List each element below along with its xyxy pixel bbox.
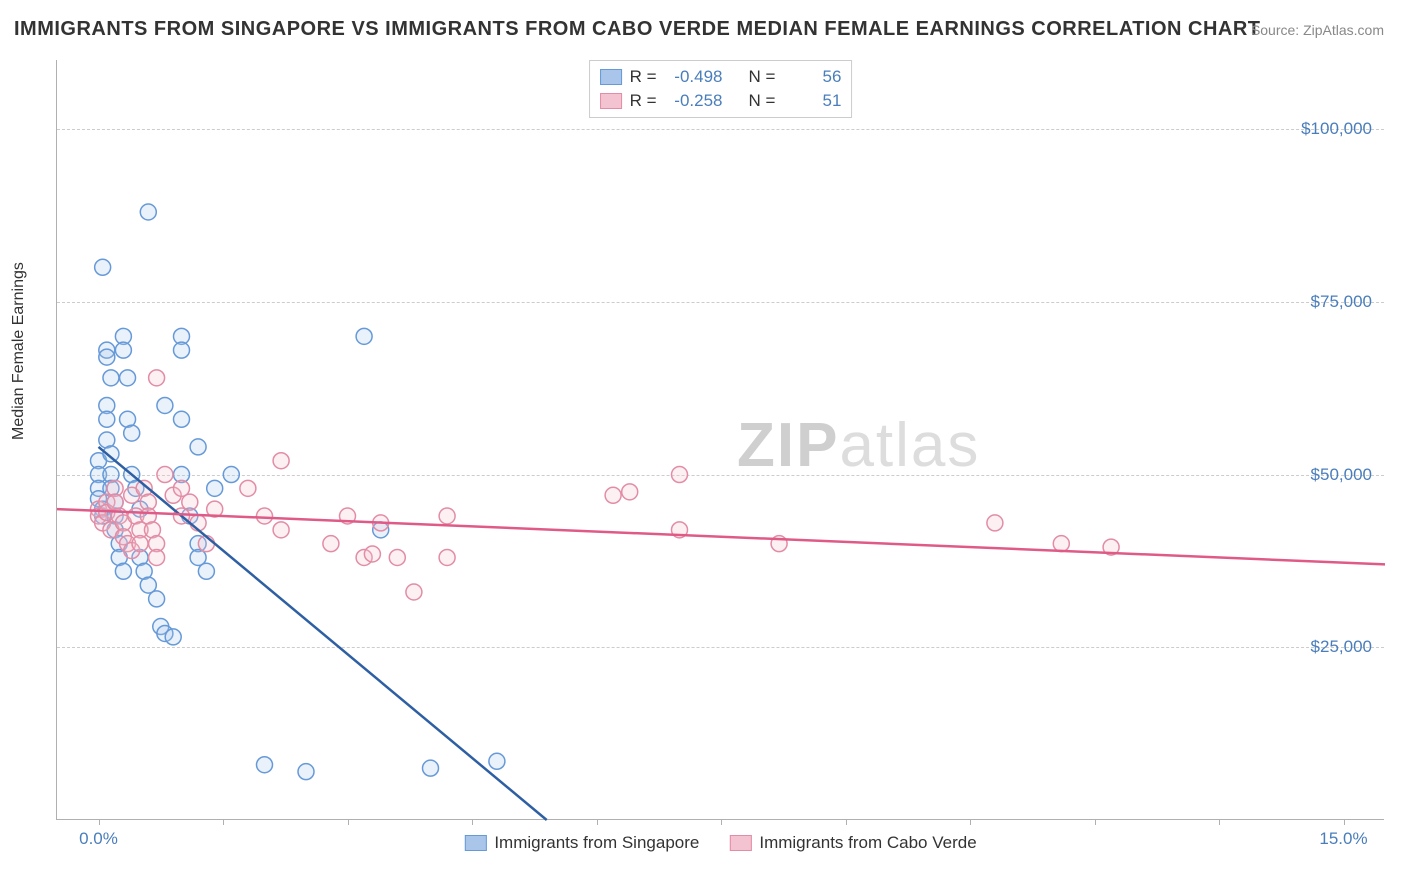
legend-label-2: Immigrants from Cabo Verde <box>759 833 976 853</box>
x-tick-label: 15.0% <box>1319 829 1367 849</box>
r-label-2: R = <box>630 89 657 113</box>
legend-label-1: Immigrants from Singapore <box>494 833 699 853</box>
n-label-2: N = <box>749 89 776 113</box>
legend-swatch-2 <box>600 93 622 109</box>
y-axis-label: Median Female Earnings <box>10 262 28 440</box>
n-label-1: N = <box>749 65 776 89</box>
legend-swatch-bottom-2 <box>729 835 751 851</box>
r-value-2: -0.258 <box>665 89 723 113</box>
chart-title: IMMIGRANTS FROM SINGAPORE VS IMMIGRANTS … <box>14 18 1261 41</box>
n-value-1: 56 <box>783 65 841 89</box>
x-tick-label: 0.0% <box>79 829 118 849</box>
legend-swatch-bottom-1 <box>464 835 486 851</box>
n-value-2: 51 <box>783 89 841 113</box>
chart-svg <box>57 60 1384 819</box>
legend-stats-box: R = -0.498 N = 56 R = -0.258 N = 51 <box>589 60 853 118</box>
r-value-1: -0.498 <box>665 65 723 89</box>
r-label-1: R = <box>630 65 657 89</box>
legend-item-2: Immigrants from Cabo Verde <box>729 833 976 853</box>
legend-row-1: R = -0.498 N = 56 <box>600 65 842 89</box>
legend-row-2: R = -0.258 N = 51 <box>600 89 842 113</box>
legend-item-1: Immigrants from Singapore <box>464 833 699 853</box>
bottom-legend: Immigrants from Singapore Immigrants fro… <box>464 833 976 853</box>
legend-swatch-1 <box>600 69 622 85</box>
source-label: Source: ZipAtlas.com <box>1251 22 1384 38</box>
plot-area: ZIPatlas $25,000$50,000$75,000$100,000 0… <box>56 60 1384 820</box>
